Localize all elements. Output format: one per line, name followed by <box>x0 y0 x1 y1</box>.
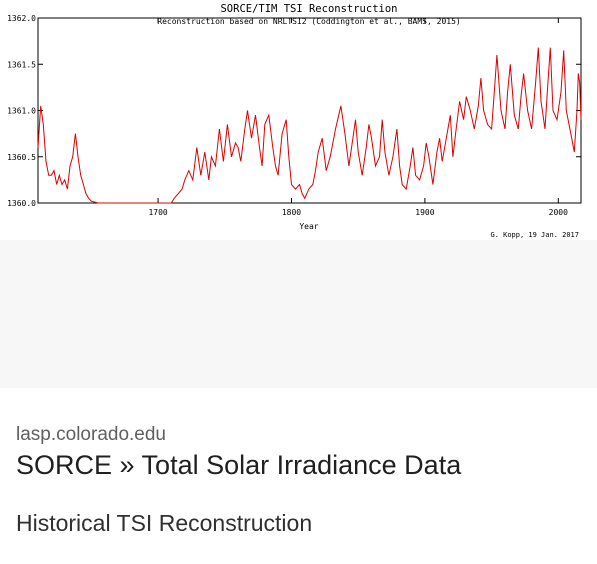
chart-subtitle: Reconstruction based on NRLTSI2 (Codding… <box>157 17 460 26</box>
x-tick-label: 1900 <box>415 208 434 217</box>
result-domain[interactable]: lasp.colorado.edu <box>16 424 166 445</box>
tsi-chart: SORCE/TIM TSI Reconstruction Reconstruct… <box>7 3 582 239</box>
y-tick-label: 1360.0 <box>7 199 36 208</box>
plot-frame <box>37 17 582 204</box>
x-tick-label: 1700 <box>148 208 167 217</box>
y-axis-ticks: 1360.0 1360.5 1361.0 1361.5 1362.0 <box>7 14 581 208</box>
x-tick-label: 1800 <box>282 208 301 217</box>
result-info[interactable]: lasp.colorado.edu SORCE » Total Solar Ir… <box>0 388 597 564</box>
chart-title: SORCE/TIM TSI Reconstruction <box>220 3 397 15</box>
chart-image[interactable]: SORCE/TIM TSI Reconstruction Reconstruct… <box>0 0 597 240</box>
result-subtitle: Historical TSI Reconstruction <box>16 510 313 536</box>
y-tick-label: 1361.0 <box>7 107 36 116</box>
y-tick-label: 1360.5 <box>7 153 36 162</box>
x-tick-label: 2000 <box>549 208 568 217</box>
tsi-series-line <box>37 47 582 204</box>
image-placeholder-area <box>0 240 597 388</box>
x-axis-ticks: 1700 1800 1900 2000 <box>148 18 568 217</box>
y-tick-label: 1361.5 <box>7 60 36 69</box>
result-title[interactable]: SORCE » Total Solar Irradiance Data <box>16 450 462 480</box>
x-axis-label: Year <box>299 222 318 231</box>
chart-credit: G. Kopp, 19 Jan. 2017 <box>490 231 579 239</box>
y-tick-label: 1362.0 <box>7 14 36 23</box>
